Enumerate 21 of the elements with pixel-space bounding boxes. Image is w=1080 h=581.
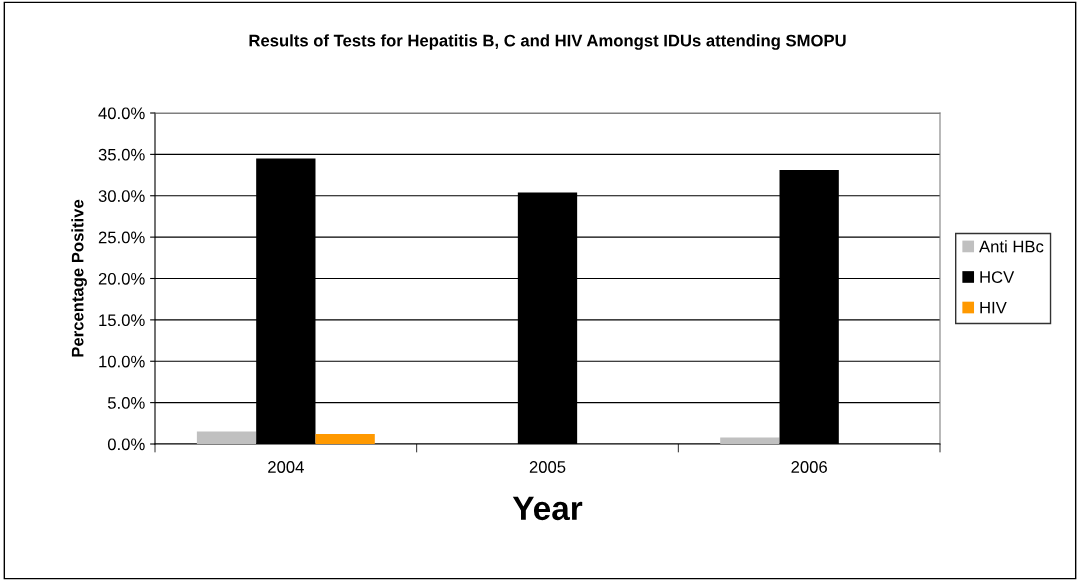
y-tick-label: 35.0% bbox=[98, 148, 145, 161]
y-axis-title: Percentage Positive bbox=[71, 199, 87, 357]
y-tick-label: 5.0% bbox=[107, 397, 145, 409]
legend-label: HIV bbox=[980, 301, 1007, 314]
y-tick-label: 0.0% bbox=[107, 438, 145, 451]
bar bbox=[196, 431, 257, 444]
y-tick-label: 25.0% bbox=[98, 231, 145, 244]
x-axis-title: Year bbox=[512, 496, 583, 521]
bar bbox=[315, 434, 375, 444]
x-tick-label: 2004 bbox=[268, 461, 304, 473]
chart-title: Results of Tests for Hepatitis B, C and HIV Amongst IDUs attending SMOPU bbox=[249, 34, 846, 50]
y-tick-label: 10.0% bbox=[99, 355, 145, 368]
y-tick-label: 30.0% bbox=[98, 190, 145, 202]
x-tick-label: 2006 bbox=[791, 461, 827, 473]
x-tick-label: 2005 bbox=[529, 461, 566, 473]
legend-label: Anti HBc bbox=[979, 240, 1044, 253]
legend-label: HCV bbox=[980, 271, 1015, 283]
y-tick-label: 15.0% bbox=[99, 314, 145, 327]
y-tick-label: 20.0% bbox=[98, 272, 145, 285]
bar bbox=[720, 437, 780, 444]
y-tick-label: 40.0% bbox=[98, 107, 145, 120]
